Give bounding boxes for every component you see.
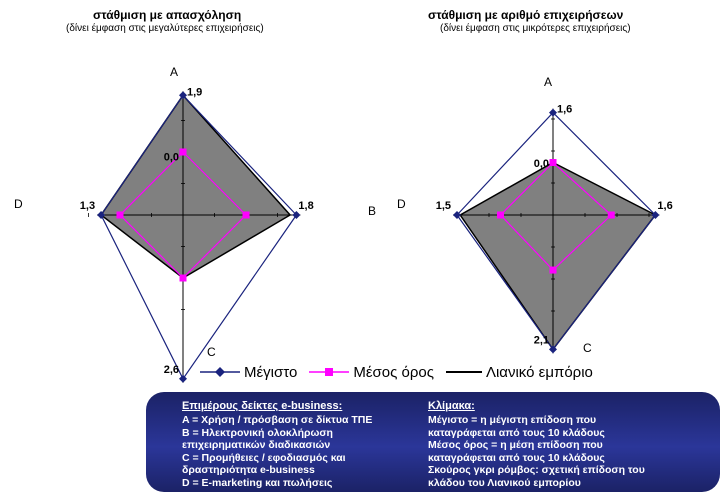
value-label-top: 1,6 [557,104,572,116]
value-label-right: 1,6 [657,200,672,212]
scale-line: Μέγιστο = η μέγιστη επίδοση που [428,414,597,426]
axis-label-c: C [207,345,216,359]
max-series-point [651,211,660,219]
legend-item-retail: Λιανικό εμπόριο [445,363,593,381]
legend: Μέγιστο Μέσος όρος Λιανικό εμπόριο [200,362,605,382]
avg-series-point [242,211,250,219]
axis-label-a: A [170,65,178,79]
axis-label-d: D [14,197,23,211]
value-label-bottom: 2,6 [164,364,179,376]
chart1-title: στάθμιση με απασχόληση [93,8,242,22]
max-series-point [292,211,301,219]
chart2-title: στάθμιση με αριθμό επιχειρήσεων [428,8,624,22]
info-box: Επιμέρους δείκτες e-business: A = Χρήση … [146,392,720,492]
scale-line: καταγράφεται από τους 10 κλάδους [428,426,605,439]
indicator-line: A = Χρήση / πρόσβαση σε δίκτυα ΤΠΕ [182,414,373,426]
max-series-point [549,108,557,117]
max-series-point [453,211,461,219]
axis-label-c: C [583,341,592,355]
scale-line: Σκούρος γκρι ρόμβος: σχετική επίδοση του [428,464,645,476]
retail-series-shape [459,161,657,351]
chart2-subtitle: (δίνει έμφαση στις μικρότερες επιχειρήσε… [440,23,631,34]
axis-label-b: B [368,204,376,218]
legend-item-avg: Μέσος όρος [309,364,434,381]
scale-line: Μέσος όρος = η μέση επίδοση που [428,439,603,451]
avg-series-point [549,159,557,167]
legend-retail-label: Λιανικό εμπόριο [485,363,593,381]
value-label-top: 1,9 [187,86,202,98]
scale-heading: Κλίμακα: [428,400,475,412]
indicator-line: B = Ηλεκτρονική ολοκλήρωση [182,426,333,439]
value-label-left: 1,5 [436,200,451,212]
max-series-point [549,345,557,354]
avg-series-point [179,274,187,282]
legend-item-max: Μέγιστο [200,364,297,381]
avg-series-point [497,211,505,219]
legend-avg-label: Μέσος όρος [353,363,434,381]
value-label-center: 0,0 [534,158,549,170]
legend-max-marker [200,367,240,377]
avg-series-point [179,148,187,156]
avg-series-point [116,211,124,219]
value-label-bottom: 2,1 [534,334,549,346]
avg-series-point [607,211,615,219]
scale-column: Κλίμακα: Μέγιστο = η μέγιστη επίδοση που… [428,400,645,489]
max-series-point [97,211,106,219]
indicators-heading: Επιμέρους δείκτες e-business: [182,400,343,412]
avg-series-point [549,266,557,274]
axis-label-a: A [544,75,552,89]
value-label-center: 0,0 [164,151,179,163]
scale-line: κλάδου του Λιανικού εμπορίου [428,476,581,489]
indicator-line: επιχειρηματικών διαδικασιών [182,439,331,451]
value-label-right: 1,8 [298,200,313,212]
indicators-column: Επιμέρους δείκτες e-business: A = Χρήση … [182,400,372,489]
value-label-left: 1,3 [80,200,95,212]
axis-label-d: D [397,197,406,211]
legend-max-label: Μέγιστο [244,363,298,381]
legend-retail-marker [445,371,482,373]
indicator-line: δραστηριότητα e-business [182,464,315,476]
chart1-subtitle: (δίνει έμφαση στις μεγαλύτερες επιχειρήσ… [66,23,264,34]
indicator-line: D = E-marketing και πωλήσεις [182,476,333,489]
indicator-line: C = Προμήθειες / εφοδιασμός και [182,451,346,464]
max-series-point [179,374,187,383]
max-series-point [179,91,187,100]
legend-avg-marker [309,368,350,376]
scale-line: καταγράφεται από τους 10 κλάδους [428,451,605,464]
